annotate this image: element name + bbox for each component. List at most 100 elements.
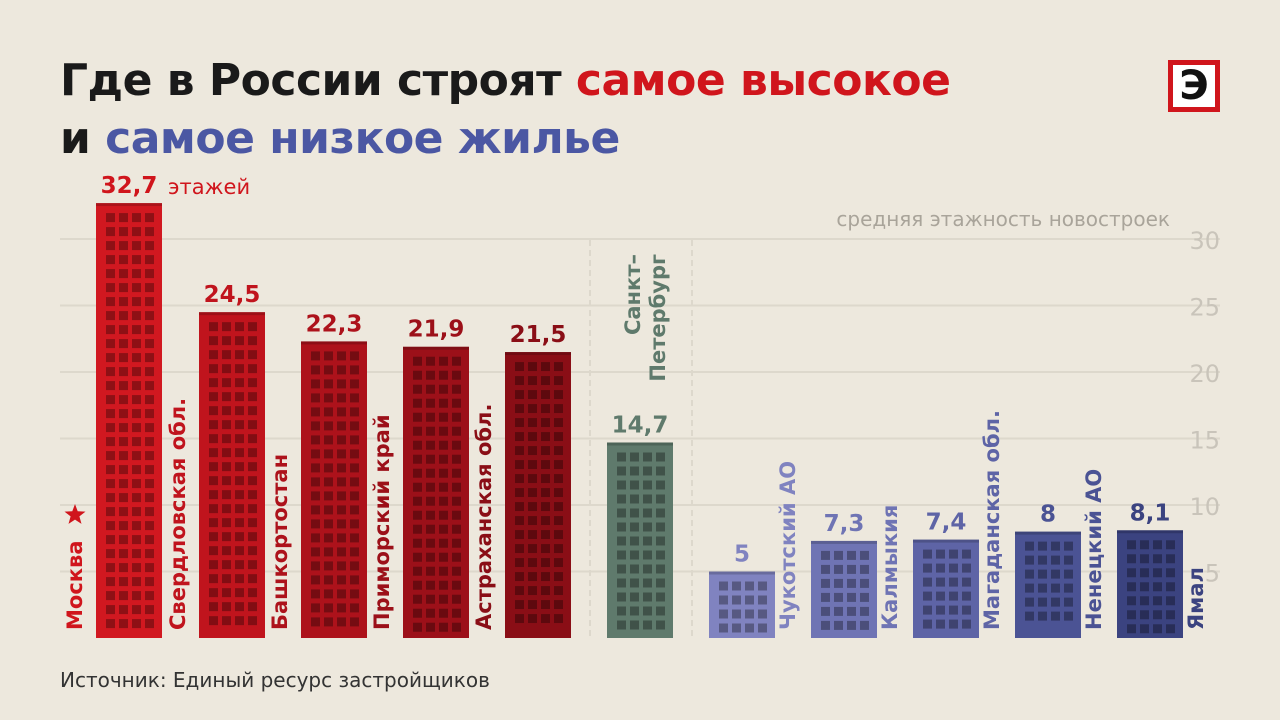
bar-window [541, 516, 550, 526]
bar-window [119, 605, 128, 615]
bar-window [745, 609, 754, 619]
bar-window [860, 564, 869, 574]
bar-window [541, 418, 550, 428]
bar-window [1064, 569, 1073, 579]
bar-window [132, 535, 141, 545]
bar-window [119, 297, 128, 307]
bar-window [452, 608, 461, 618]
bar-window [847, 550, 856, 560]
bar-windows [1127, 540, 1175, 634]
bar-window [337, 533, 346, 543]
bar-window [209, 588, 218, 598]
bar-window [452, 482, 461, 492]
bar-window [426, 440, 435, 450]
bar-window [528, 432, 537, 442]
bar-window [630, 466, 639, 476]
bar-window [106, 409, 115, 419]
bar-window [337, 421, 346, 431]
bar-window [656, 494, 665, 504]
bar-window [119, 325, 128, 335]
bar-window [439, 440, 448, 450]
bar-window [106, 563, 115, 573]
bar-window [630, 592, 639, 602]
bar-window [209, 602, 218, 612]
bar-window [132, 479, 141, 489]
logo-inner [1173, 65, 1215, 107]
bar-window [222, 406, 231, 416]
bar-window [439, 356, 448, 366]
bar-window [324, 449, 333, 459]
bar-window [106, 339, 115, 349]
bar-window [119, 381, 128, 391]
bar-window [350, 421, 359, 431]
bar-roof [96, 203, 162, 207]
bar-window [119, 339, 128, 349]
bar-window [962, 591, 971, 601]
bar-window [515, 572, 524, 582]
bar-window [106, 241, 115, 251]
bar-window [617, 480, 626, 490]
bar-window [132, 437, 141, 447]
bar-window [617, 578, 626, 588]
bar-window [617, 592, 626, 602]
bar-window [350, 603, 359, 613]
bar-window [962, 577, 971, 587]
bar-window [528, 600, 537, 610]
bar-windows [821, 550, 869, 630]
bar-window [847, 564, 856, 574]
bar-window [132, 339, 141, 349]
bar-window [222, 574, 231, 584]
bar-window [132, 283, 141, 293]
bar-window [132, 269, 141, 279]
bar-window [426, 580, 435, 590]
bar-window [1051, 541, 1060, 551]
bar-window [554, 376, 563, 386]
bar-window [106, 269, 115, 279]
bar-window [235, 602, 244, 612]
bar-window [119, 479, 128, 489]
bar-window [337, 449, 346, 459]
bar-window [1064, 555, 1073, 565]
bar-window [745, 581, 754, 591]
bar-window [452, 580, 461, 590]
bar-windows [106, 213, 154, 629]
bar-window [515, 488, 524, 498]
bar-window [1051, 611, 1060, 621]
bar-window [834, 606, 843, 616]
bar-window [106, 479, 115, 489]
bar-window [528, 488, 537, 498]
bar-window [222, 546, 231, 556]
bar-window [758, 609, 767, 619]
bar-window [936, 605, 945, 615]
bar-window [106, 381, 115, 391]
bar-window [222, 350, 231, 360]
value-label: 32,7 [101, 173, 158, 199]
bar-window [235, 476, 244, 486]
bar-windows [311, 351, 359, 627]
bar-window [145, 423, 154, 433]
bar-window [834, 620, 843, 630]
bar-window [719, 609, 728, 619]
bar-window [209, 560, 218, 570]
bar-window [350, 575, 359, 585]
bar-window [145, 605, 154, 615]
bar-window [541, 586, 550, 596]
bar-window [248, 588, 257, 598]
bar-window [119, 451, 128, 461]
bar-roof [709, 571, 775, 575]
bar-window [235, 364, 244, 374]
bar-window [515, 376, 524, 386]
bar-window [132, 507, 141, 517]
bar-window [145, 255, 154, 265]
bar-window [350, 617, 359, 627]
bar-window [209, 350, 218, 360]
bar-window [439, 552, 448, 562]
category-label: Петербург [646, 254, 670, 382]
bar-window [452, 496, 461, 506]
bar-window [1025, 541, 1034, 551]
bar-window [311, 435, 320, 445]
bar-window [732, 581, 741, 591]
bar-window [235, 434, 244, 444]
bar-window [145, 591, 154, 601]
bar-window [1166, 568, 1175, 578]
